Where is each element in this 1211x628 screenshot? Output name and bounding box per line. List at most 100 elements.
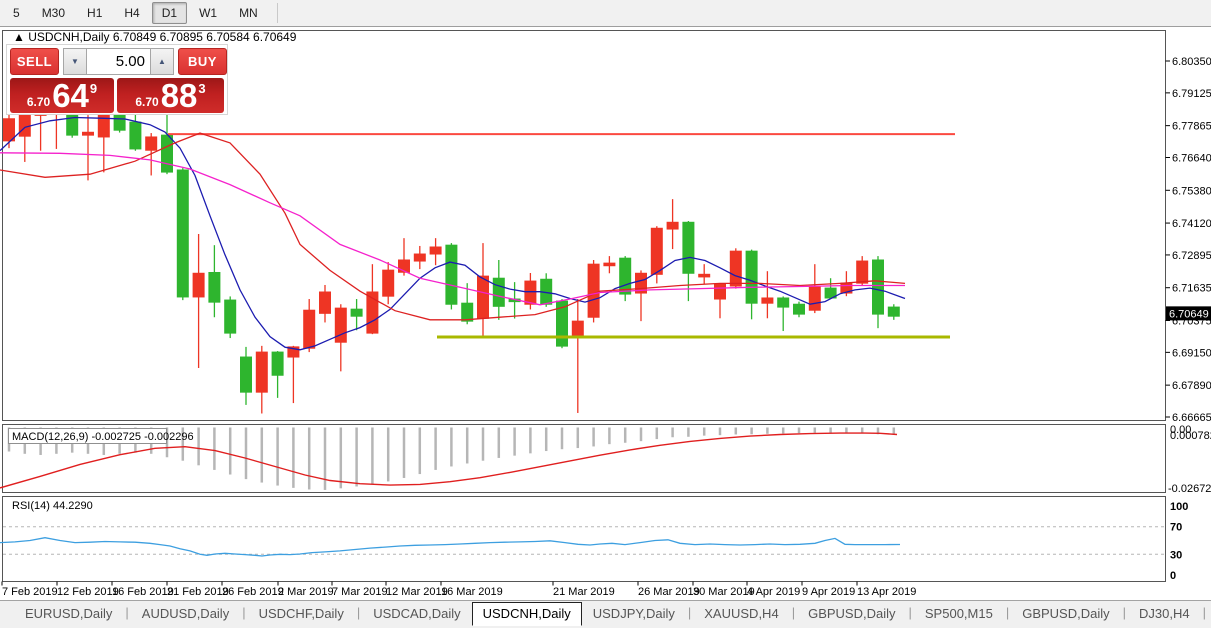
timeframe-button-h4[interactable]: H4 [124,6,140,20]
candle-body [635,272,647,294]
chart-tab-usdjpy-daily[interactable]: USDJPY,Daily [592,606,675,621]
buy-button[interactable]: BUY [178,48,227,75]
current-price-tag [1166,306,1211,321]
price-axis-label: 6.74120 [1172,218,1211,230]
rsi-axis-label: 0 [1170,570,1176,582]
price-axis-label: 6.69150 [1172,347,1211,359]
ma-mid-red [0,132,906,321]
timeframe-button-m30[interactable]: M30 [41,6,66,20]
candle-body [18,114,31,137]
chevron-up-icon: ▲ [158,57,166,66]
candle-body [145,136,158,151]
chart-tab-eurusd-daily[interactable]: EURUSD,Daily [25,606,113,621]
chart-tab-gbpusd-daily[interactable]: GBPUSD,Daily [1022,606,1110,621]
candle-body [113,112,126,131]
timeframe-button-mn[interactable]: MN [239,6,258,20]
time-axis-label: 12 Mar 2019 [386,586,448,598]
buy-price-button[interactable]: 6.70 88 3 [117,78,224,113]
current-price-tag-label: 6.70649 [1169,308,1209,320]
chart-tab-usdcnh-daily[interactable]: USDCNH,Daily [471,602,582,626]
candle-body [666,221,679,230]
ma-fast-blue [0,116,906,351]
macd-indicator: MACD(12,26,9) -0.002725 -0.002296 0.000.0… [0,424,1211,495]
candle-body [445,244,458,305]
price-axis-label: 6.66665 [1172,412,1211,424]
macd-axis-min-label: -0.026721 [1168,483,1211,495]
candle-body [745,250,758,304]
candle-body [129,121,142,150]
candle-body [856,260,869,284]
timeframe-button-5[interactable]: 5 [13,6,20,20]
price-axis: 6.80350 6.79125 6.77865 6.76640 6.75380 6.741… [1165,56,1211,424]
chart-tab-audusd-daily[interactable]: AUDUSD,Daily [141,606,230,621]
rsi-indicator: RSI(14) 44.2290 100 70 30 0 [0,500,1188,582]
chart-tab-gbpusd-daily[interactable]: GBPUSD,Daily [808,606,896,621]
sell-button[interactable]: SELL [10,48,59,75]
candle-body [366,291,379,334]
candle-body [224,299,237,334]
rsi-axis-label: 70 [1170,522,1182,534]
candle-body [176,169,189,298]
price-axis-label: 6.72895 [1172,250,1211,262]
chevron-down-icon: ▼ [71,57,79,66]
chart-tab-usdcad-daily[interactable]: USDCAD,Daily [373,606,461,621]
chart-tab-sp500-m15[interactable]: SP500,M15 [924,606,993,621]
buy-price-pip-digit: 3 [198,81,206,96]
time-axis-label: 12 Feb 2019 [57,586,119,598]
sell-price-prefix: 6.70 [26,94,51,109]
time-axis-label: 16 Feb 2019 [112,586,174,598]
timeframe-button-h1[interactable]: H1 [87,6,103,20]
tab-separator: | [687,605,692,620]
rsi-axis-label: 100 [1170,501,1188,513]
timeframe-button-d1[interactable]: D1 [151,2,188,24]
candle-body [698,273,711,278]
timeframe-button-w1[interactable]: W1 [199,6,218,20]
rsi-axis-label: 30 [1170,549,1182,561]
sell-price-big-digits: 64 [52,76,89,114]
candle-body [398,259,410,273]
volume-decrease-button[interactable]: ▼ [63,48,87,75]
candle-body [761,297,774,304]
candle-body [192,272,205,298]
candle-body [461,302,474,322]
price-axis-label: 6.71635 [1172,283,1211,295]
candle-body [808,286,821,311]
time-axis-label: 2 Mar 2019 [278,586,334,598]
tab-separator: | [1122,605,1127,620]
tab-separator: | [1005,605,1010,620]
candle-body [682,221,695,274]
candle-body [729,250,742,287]
time-axis-label: 21 Mar 2019 [553,586,615,598]
candle-body [319,291,331,314]
candle-body [524,280,537,305]
candle-body [97,114,110,138]
price-axis-label: 6.75380 [1172,185,1211,197]
candle-body [492,277,505,307]
tab-separator: | [242,605,246,620]
candle-body [477,275,489,319]
tab-separator: | [125,605,129,620]
chart-tab-dj30-h4[interactable]: DJ30,H4 [1139,606,1190,621]
time-axis-label: 16 Mar 2019 [441,586,503,598]
candle-body [777,297,790,308]
macd-axis-zero-label: 0.00 [1170,424,1191,436]
volume-increase-button[interactable]: ▲ [150,48,174,75]
candle-body [161,134,173,173]
volume-input[interactable] [87,48,150,75]
buy-price-big-digits: 88 [160,76,198,114]
tab-separator: | [908,605,912,620]
chart-tab-usdchf-daily[interactable]: USDCHF,Daily [258,606,344,621]
candle-body [3,118,15,142]
candle-body [793,303,805,315]
chart-tab-xauusd-h4[interactable]: XAUUSD,H4 [704,606,779,621]
price-axis-label: 6.77865 [1172,121,1211,133]
price-axis-label: 6.79125 [1172,88,1211,100]
candle-body [271,351,284,376]
time-axis-label: 7 Feb 2019 [2,586,58,598]
sell-price-button[interactable]: 6.70 64 9 [10,78,114,113]
time-axis-label: 7 Mar 2019 [332,586,388,598]
chart-title: ▲ USDCNH,Daily 6.70849 6.70895 6.70584 6… [13,30,297,44]
candle-body [714,283,726,300]
